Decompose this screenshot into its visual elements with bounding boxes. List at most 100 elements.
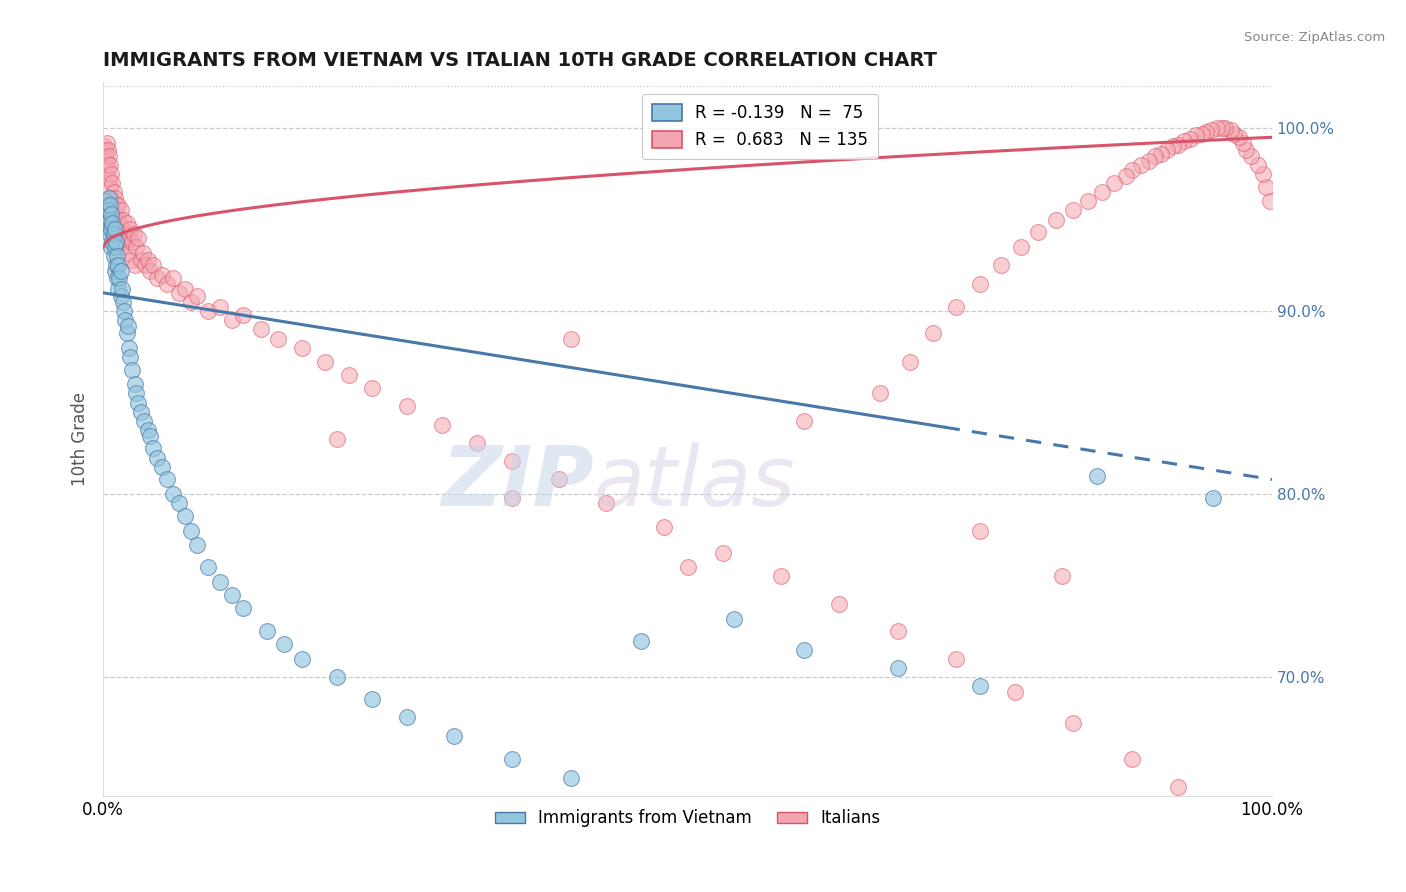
Point: [136, 423, 159, 437]
Point: [465, 435, 488, 450]
Point: [291, 341, 314, 355]
Point: [146, 271, 169, 285]
Point: [167, 496, 190, 510]
Text: ZIP: ZIP: [441, 442, 593, 523]
Point: [1121, 752, 1143, 766]
Point: [117, 318, 139, 333]
Point: [98, 203, 121, 218]
Point: [430, 417, 453, 432]
Point: [105, 249, 128, 263]
Point: [96, 154, 118, 169]
Point: [1173, 134, 1195, 148]
Point: [1211, 121, 1233, 136]
Point: [127, 231, 149, 245]
Point: [1010, 240, 1032, 254]
Point: [114, 227, 136, 242]
Point: [104, 258, 127, 272]
Point: [232, 600, 254, 615]
Point: [97, 143, 120, 157]
Point: [1004, 685, 1026, 699]
Point: [111, 282, 134, 296]
Point: [652, 520, 675, 534]
Point: [124, 377, 146, 392]
Point: [105, 209, 128, 223]
Point: [134, 258, 156, 272]
Point: [100, 191, 122, 205]
Point: [361, 381, 384, 395]
Point: [969, 277, 991, 291]
Point: [104, 235, 127, 249]
Point: [118, 341, 141, 355]
Point: [326, 670, 349, 684]
Point: [1167, 137, 1189, 152]
Point: [98, 227, 121, 242]
Y-axis label: 10th Grade: 10th Grade: [72, 392, 89, 486]
Point: [1240, 148, 1263, 162]
Point: [1202, 491, 1225, 505]
Point: [108, 216, 131, 230]
Point: [501, 454, 523, 468]
Point: [110, 264, 132, 278]
Point: [828, 597, 851, 611]
Point: [174, 509, 197, 524]
Point: [969, 524, 991, 538]
Point: [1130, 158, 1153, 172]
Point: [125, 240, 148, 254]
Point: [150, 459, 173, 474]
Point: [101, 235, 124, 249]
Point: [122, 227, 145, 242]
Point: [1045, 212, 1067, 227]
Point: [156, 473, 179, 487]
Point: [104, 216, 127, 230]
Point: [1102, 176, 1125, 190]
Text: atlas: atlas: [593, 442, 796, 523]
Point: [129, 252, 152, 267]
Point: [104, 221, 127, 235]
Point: [104, 224, 127, 238]
Point: [100, 167, 122, 181]
Point: [1251, 167, 1274, 181]
Point: [98, 221, 121, 235]
Point: [501, 491, 523, 505]
Point: [1167, 780, 1189, 794]
Point: [104, 264, 127, 278]
Point: [291, 652, 314, 666]
Point: [142, 442, 165, 456]
Point: [111, 295, 134, 310]
Point: [132, 414, 155, 428]
Point: [96, 198, 118, 212]
Point: [969, 679, 991, 693]
Point: [112, 304, 135, 318]
Point: [117, 245, 139, 260]
Point: [98, 148, 121, 162]
Point: [361, 692, 384, 706]
Point: [103, 209, 125, 223]
Point: [443, 729, 465, 743]
Point: [180, 295, 202, 310]
Point: [208, 301, 231, 315]
Point: [221, 313, 243, 327]
Point: [167, 285, 190, 300]
Point: [1199, 123, 1222, 137]
Point: [1220, 123, 1243, 137]
Point: [922, 326, 945, 340]
Point: [1206, 121, 1229, 136]
Point: [107, 231, 129, 245]
Point: [945, 652, 967, 666]
Text: IMMIGRANTS FROM VIETNAM VS ITALIAN 10TH GRADE CORRELATION CHART: IMMIGRANTS FROM VIETNAM VS ITALIAN 10TH …: [103, 51, 938, 70]
Point: [107, 198, 129, 212]
Point: [1077, 194, 1099, 209]
Point: [103, 249, 125, 263]
Point: [793, 642, 815, 657]
Point: [395, 399, 418, 413]
Point: [100, 240, 122, 254]
Point: [156, 277, 179, 291]
Point: [107, 258, 129, 272]
Point: [1243, 856, 1265, 871]
Point: [1223, 127, 1246, 141]
Point: [100, 207, 122, 221]
Point: [314, 355, 336, 369]
Point: [1026, 226, 1049, 240]
Point: [115, 326, 138, 340]
Point: [1253, 875, 1275, 889]
